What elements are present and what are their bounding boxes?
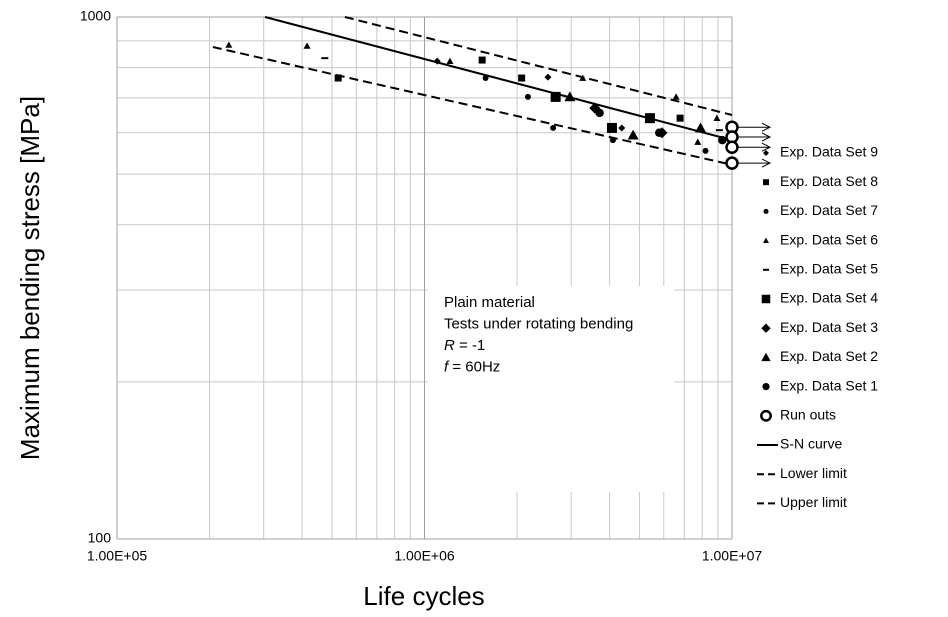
y-tick-label: 100 — [88, 530, 112, 546]
legend-marker — [761, 294, 771, 304]
marker — [482, 75, 489, 82]
marker — [644, 113, 655, 124]
x-tick-label: 1.00E+06 — [394, 548, 455, 564]
marker — [715, 129, 723, 132]
x-axis-label: Life cycles — [363, 581, 484, 611]
x-tick-label: 1.00E+05 — [87, 548, 148, 564]
legend-marker — [763, 268, 769, 271]
marker — [433, 57, 441, 65]
marker — [524, 93, 531, 100]
legend-label: Upper limit — [780, 494, 847, 510]
legend-label: Lower limit — [780, 465, 847, 481]
legend-label: Exp. Data Set 6 — [780, 231, 878, 247]
y-axis-label: Maximum bending stress [MPa] — [15, 96, 45, 460]
marker — [550, 124, 557, 131]
y-tick-label: 1000 — [80, 8, 111, 24]
legend-label: Run outs — [780, 407, 836, 423]
marker — [609, 137, 616, 144]
x-tick-label: 1.00E+07 — [702, 548, 763, 564]
legend-label: Exp. Data Set 9 — [780, 144, 878, 160]
marker — [702, 147, 709, 154]
legend-label: Exp. Data Set 1 — [780, 377, 878, 393]
marker — [225, 41, 233, 48]
annotation-line: R = -1 — [444, 337, 485, 354]
marker — [478, 56, 486, 64]
marker — [627, 129, 639, 140]
marker — [564, 91, 576, 102]
annotation-text: f — [444, 358, 450, 375]
annotation-line: f = 60Hz — [444, 358, 500, 375]
legend-marker — [763, 150, 769, 156]
marker — [606, 122, 617, 133]
annotation-line: Tests under rotating bending — [444, 315, 633, 332]
marker — [303, 42, 311, 49]
marker — [725, 140, 739, 154]
marker — [334, 74, 342, 82]
marker — [550, 91, 561, 102]
legend-label: Exp. Data Set 5 — [780, 261, 878, 277]
annotation-line: Plain material — [444, 294, 535, 311]
annotation-text: Plain material — [444, 294, 535, 311]
marker — [579, 74, 587, 81]
annotation-text: = 60Hz — [448, 358, 500, 375]
annotation-text: = -1 — [455, 337, 485, 354]
legend-marker — [761, 323, 771, 333]
marker — [618, 124, 626, 132]
legend-marker — [762, 382, 770, 391]
legend-label: Exp. Data Set 7 — [780, 202, 878, 218]
marker — [595, 108, 604, 118]
legend-label: Exp. Data Set 4 — [780, 290, 878, 306]
marker — [544, 73, 552, 81]
annotation-box — [428, 286, 674, 492]
marker — [676, 114, 684, 122]
legend-label: S-N curve — [780, 436, 842, 452]
annotation-text: Tests under rotating bending — [444, 315, 633, 332]
marker — [446, 57, 454, 64]
legend-label: Exp. Data Set 8 — [780, 173, 878, 189]
marker — [713, 114, 721, 121]
legend-marker — [763, 237, 769, 243]
legend-marker — [763, 179, 769, 186]
annotation-text: R — [444, 337, 455, 354]
legend-label: Exp. Data Set 3 — [780, 319, 878, 335]
marker — [695, 122, 707, 133]
marker — [672, 93, 680, 100]
marker — [694, 138, 702, 145]
marker — [725, 156, 739, 170]
sn-line — [212, 46, 733, 166]
legend-label: Exp. Data Set 2 — [780, 348, 878, 364]
sn-line — [344, 16, 733, 116]
marker — [321, 57, 329, 60]
marker — [718, 135, 727, 145]
legend-marker — [760, 409, 772, 422]
marker — [655, 128, 664, 138]
legend-marker — [761, 352, 771, 362]
marker — [518, 74, 526, 82]
legend-marker — [763, 208, 769, 214]
